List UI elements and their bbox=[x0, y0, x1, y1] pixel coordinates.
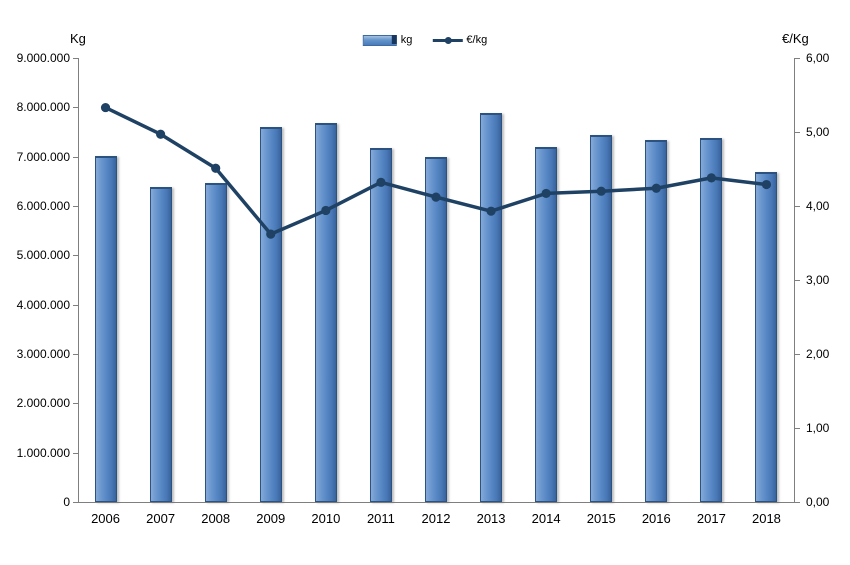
x-axis-label: 2009 bbox=[256, 511, 286, 526]
y-axis-label-left: 2.000.000 bbox=[16, 396, 70, 411]
line-point bbox=[211, 163, 221, 173]
line-point bbox=[596, 186, 606, 196]
line-point bbox=[486, 206, 496, 216]
line-point bbox=[266, 229, 276, 239]
right-axis-title: €/Kg bbox=[782, 31, 809, 46]
y-axis-tick-left bbox=[73, 502, 78, 503]
line-point bbox=[321, 205, 331, 216]
y-axis-tick-left bbox=[73, 354, 78, 355]
line-point bbox=[100, 102, 111, 113]
x-axis-label: 2008 bbox=[201, 511, 231, 526]
bar bbox=[94, 156, 117, 502]
line-point bbox=[156, 129, 166, 139]
chart-legend: kg €/kg bbox=[362, 34, 487, 46]
x-axis-label: 2016 bbox=[641, 511, 671, 526]
y-axis-label-right: 2,00 bbox=[806, 347, 830, 361]
legend-label: kg bbox=[400, 34, 413, 46]
y-axis-tick-left bbox=[73, 452, 78, 454]
left-axis-title: Kg bbox=[70, 31, 86, 46]
y-axis-tick-right bbox=[795, 502, 800, 503]
line-path bbox=[104, 106, 767, 236]
x-axis-label: 2011 bbox=[366, 511, 395, 526]
legend-label: €/kg bbox=[466, 34, 488, 46]
bar bbox=[645, 139, 668, 502]
x-axis-label: 2012 bbox=[421, 511, 451, 526]
bar bbox=[755, 172, 778, 502]
y-axis-label-left: 5.000.000 bbox=[16, 248, 70, 263]
y-axis-tick-left bbox=[73, 156, 78, 158]
y-axis-tick-left bbox=[73, 304, 78, 306]
bar bbox=[204, 183, 227, 502]
y-axis-label-right: 4,00 bbox=[806, 199, 830, 213]
line-point bbox=[706, 173, 716, 183]
bar bbox=[259, 126, 282, 502]
x-axis-label: 2010 bbox=[311, 511, 341, 526]
y-axis-label-left: 4.000.000 bbox=[16, 297, 70, 312]
y-axis-label-left: 8.000.000 bbox=[16, 100, 70, 115]
x-axis-label: 2014 bbox=[531, 511, 561, 526]
legend-entry-kg: kg bbox=[362, 34, 413, 46]
line-point bbox=[541, 188, 551, 199]
x-axis-label: 2013 bbox=[476, 511, 506, 526]
bar bbox=[149, 186, 172, 502]
x-axis-label: 2017 bbox=[696, 511, 726, 526]
x-axis-label: 2007 bbox=[146, 511, 176, 526]
y-axis-label-left: 0 bbox=[63, 495, 70, 509]
y-axis-label-left: 3.000.000 bbox=[16, 347, 70, 361]
line-point bbox=[431, 192, 441, 202]
bar bbox=[700, 138, 723, 502]
y-axis-tick-right bbox=[795, 428, 800, 429]
bar bbox=[535, 146, 558, 502]
y-axis-label-left: 6.000.000 bbox=[16, 199, 70, 213]
line-point bbox=[761, 179, 772, 190]
y-axis-tick-left bbox=[73, 206, 78, 207]
y-axis-label-left: 9.000.000 bbox=[16, 51, 70, 65]
y-axis-label-right: 5,00 bbox=[806, 125, 830, 139]
y-axis-label-right: 6,00 bbox=[806, 51, 830, 65]
y-axis-tick-left bbox=[73, 107, 78, 109]
y-axis-label-left: 1.000.000 bbox=[16, 445, 70, 460]
y-axis-label-right: 3,00 bbox=[806, 273, 830, 287]
y-axis-tick-left bbox=[73, 403, 78, 405]
x-axis-label: 2018 bbox=[751, 511, 781, 526]
y-axis-right-line bbox=[794, 58, 795, 502]
y-axis-tick-right bbox=[795, 280, 800, 281]
x-axis-label: 2015 bbox=[586, 511, 616, 526]
bar bbox=[369, 148, 392, 502]
y-axis-left-line bbox=[78, 58, 79, 502]
line-point bbox=[376, 177, 386, 187]
y-axis-tick-right bbox=[795, 354, 800, 355]
legend-entry-eur-per-kg: €/kg bbox=[432, 34, 487, 46]
y-axis-tick-right bbox=[795, 206, 800, 207]
y-axis-label-left: 7.000.000 bbox=[16, 149, 70, 164]
y-axis-label-right: 1,00 bbox=[806, 421, 830, 435]
x-axis-line bbox=[78, 502, 795, 503]
y-axis-tick-right bbox=[795, 58, 800, 59]
x-axis-label: 2006 bbox=[91, 511, 120, 526]
bar bbox=[314, 122, 337, 502]
line-point bbox=[651, 183, 661, 193]
y-axis-tick-right bbox=[795, 132, 800, 133]
bar bbox=[590, 134, 613, 502]
y-axis-tick-left bbox=[73, 58, 78, 59]
y-axis-tick-left bbox=[73, 255, 78, 257]
line-series-swatch-icon bbox=[432, 36, 463, 45]
bar-series-swatch-icon bbox=[362, 34, 397, 46]
bar bbox=[425, 157, 447, 502]
y-axis-label-right: 0,00 bbox=[806, 495, 830, 509]
